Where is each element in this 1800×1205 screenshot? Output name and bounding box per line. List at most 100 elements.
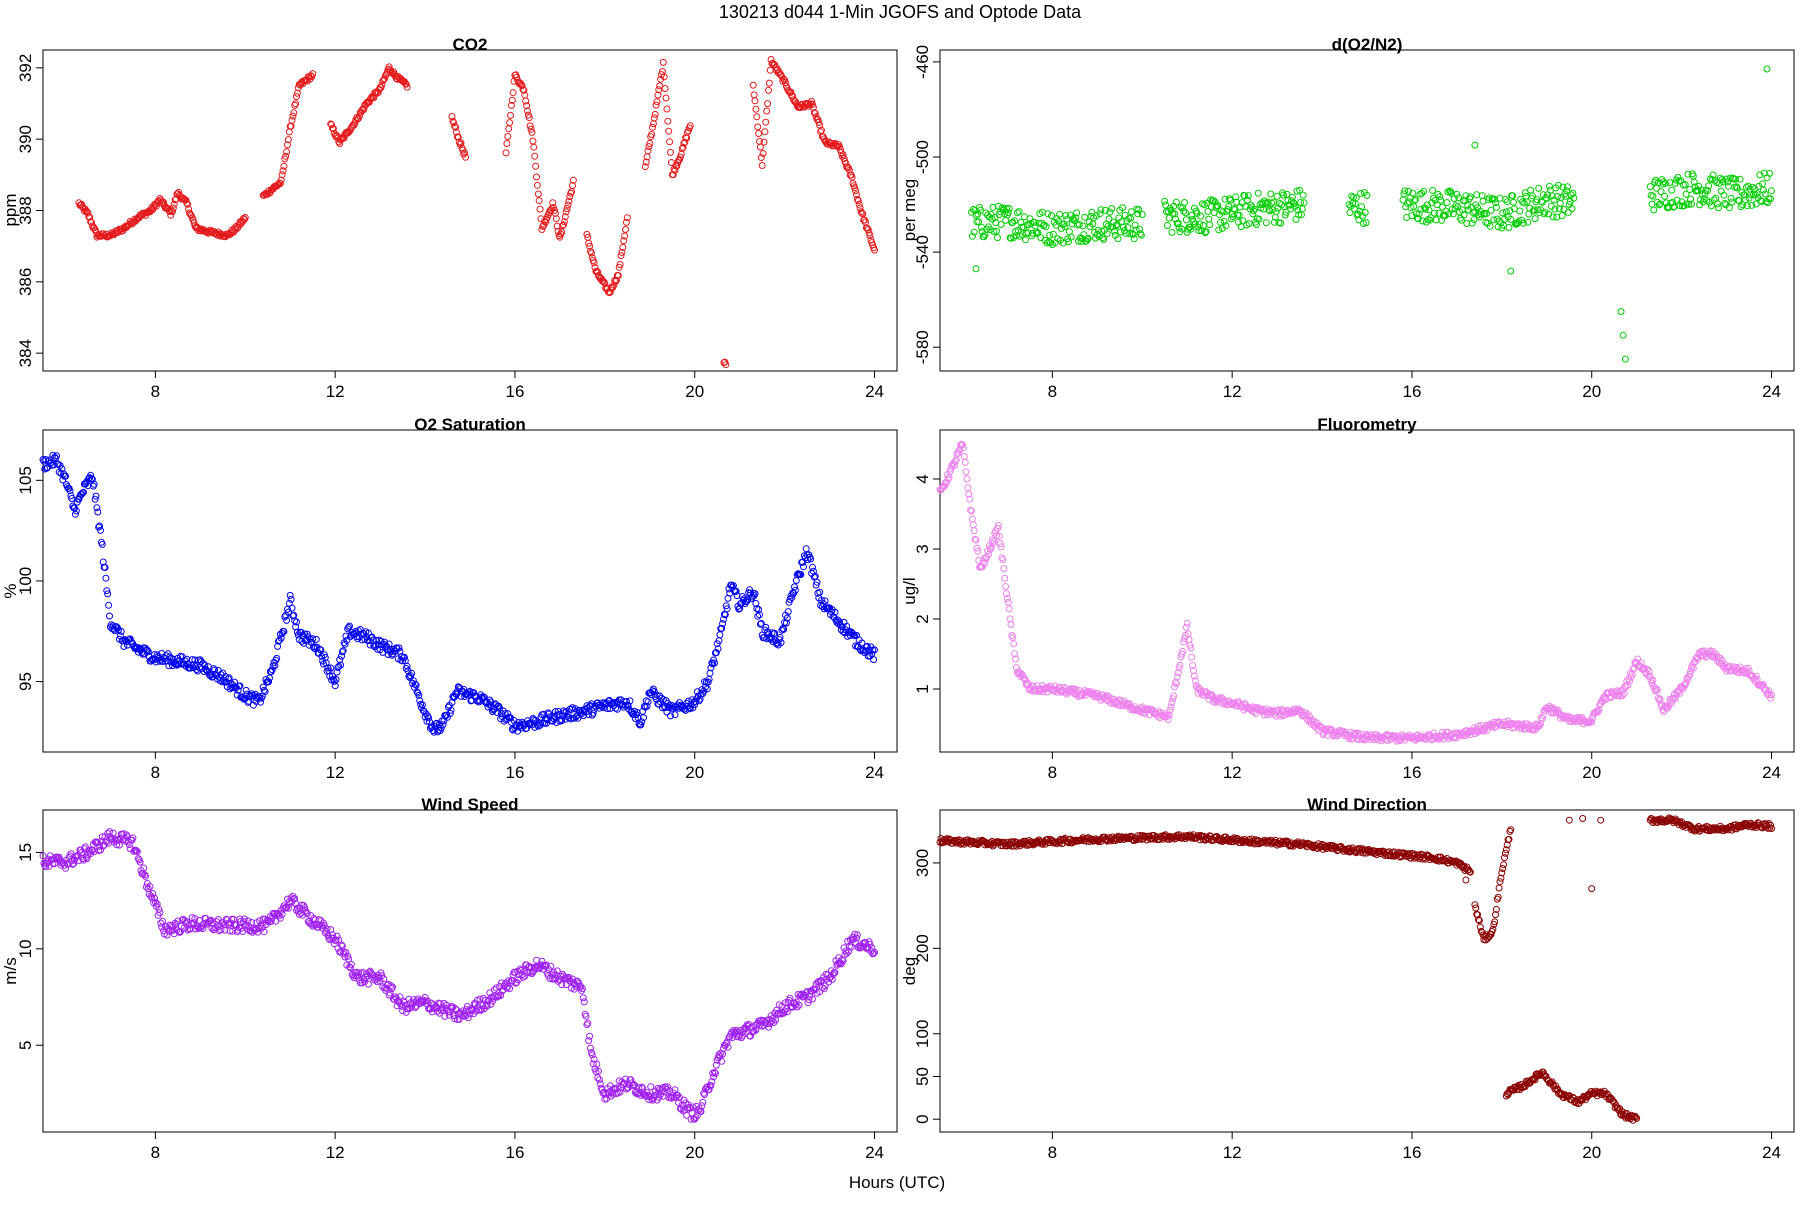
o2n2-x-tick-label: 16 bbox=[1402, 382, 1421, 401]
o2n2-data-point bbox=[1565, 184, 1571, 190]
fluor-y-tick-label: 3 bbox=[913, 544, 932, 553]
co2-data-point bbox=[762, 129, 768, 135]
o2n2-data-point bbox=[973, 266, 979, 272]
wspd-data-points bbox=[40, 829, 878, 1123]
fluor-data-point bbox=[964, 476, 970, 482]
co2-data-point bbox=[665, 118, 671, 124]
co2-data-point bbox=[284, 149, 290, 155]
co2-data-point bbox=[756, 131, 762, 137]
o2n2-data-point bbox=[1206, 216, 1212, 222]
co2-y-tick-label: 390 bbox=[16, 125, 35, 153]
o2n2-data-point bbox=[1182, 200, 1188, 206]
co2-x-tick-label: 12 bbox=[326, 382, 345, 401]
o2n2-data-point bbox=[1207, 222, 1213, 228]
o2sat-x-tick-label: 16 bbox=[505, 763, 524, 782]
o2n2-data-point bbox=[1300, 192, 1306, 198]
o2n2-data-points bbox=[969, 66, 1775, 362]
o2n2-data-point bbox=[1182, 210, 1188, 216]
co2-data-point bbox=[506, 126, 512, 132]
co2-data-point bbox=[752, 98, 758, 104]
o2n2-data-point bbox=[1506, 225, 1512, 231]
fluor-title: Fluorometry bbox=[1317, 415, 1417, 434]
o2sat-data-points bbox=[40, 452, 878, 735]
o2n2-data-point bbox=[1273, 209, 1279, 215]
wspd-y-tick-label: 15 bbox=[16, 843, 35, 862]
co2-data-point bbox=[666, 128, 672, 134]
co2-data-point bbox=[507, 120, 513, 126]
o2n2-y-tick-label: -460 bbox=[913, 45, 932, 79]
o2n2-x-tick-label: 24 bbox=[1762, 382, 1781, 401]
fluor-data-point bbox=[1010, 634, 1016, 640]
wdir-data-point bbox=[1496, 885, 1502, 891]
o2n2-data-point bbox=[1068, 234, 1074, 240]
co2-data-point bbox=[664, 106, 670, 112]
wspd-y-axis-label: m/s bbox=[1, 957, 20, 984]
o2n2-data-point bbox=[1716, 205, 1722, 211]
o2n2-y-tick-label: -540 bbox=[913, 235, 932, 269]
co2-y-tick-label: 384 bbox=[16, 339, 35, 367]
o2n2-data-point bbox=[1669, 187, 1675, 193]
o2sat-data-point bbox=[803, 546, 809, 552]
fluor-x-tick-label: 16 bbox=[1402, 763, 1421, 782]
co2-data-point bbox=[759, 163, 765, 169]
co2-data-point bbox=[667, 139, 673, 145]
o2n2-y-axis-label: per meg bbox=[900, 179, 919, 241]
wspd-title: Wind Speed bbox=[421, 795, 518, 814]
fluor-data-point bbox=[1006, 606, 1012, 612]
o2sat-data-point bbox=[107, 613, 113, 619]
o2n2-data-point bbox=[1109, 206, 1115, 212]
o2sat-data-point bbox=[717, 632, 723, 638]
o2n2-data-point bbox=[1725, 183, 1731, 189]
co2-data-point bbox=[504, 141, 510, 147]
o2n2-data-point bbox=[1508, 268, 1514, 274]
co2-data-point bbox=[289, 117, 295, 123]
wspd-data-point bbox=[587, 1033, 593, 1039]
co2-data-point bbox=[508, 112, 514, 118]
o2n2-data-point bbox=[1559, 213, 1565, 219]
wspd-y-tick-label: 10 bbox=[16, 939, 35, 958]
fluor-data-point bbox=[1005, 599, 1011, 605]
wdir-x-tick-label: 24 bbox=[1762, 1143, 1781, 1162]
fluor-data-point bbox=[1007, 616, 1013, 622]
o2n2-data-point bbox=[1255, 190, 1261, 196]
fluor-y-tick-label: 1 bbox=[913, 684, 932, 693]
o2sat-data-point bbox=[313, 636, 319, 642]
o2n2-data-point bbox=[1164, 223, 1170, 229]
co2-data-point bbox=[534, 174, 540, 180]
o2n2-data-point bbox=[1444, 200, 1450, 206]
co2-data-point bbox=[503, 150, 509, 156]
co2-y-tick-label: 392 bbox=[16, 54, 35, 82]
wdir-data-point bbox=[1501, 862, 1507, 868]
wdir-x-tick-label: 12 bbox=[1223, 1143, 1242, 1162]
co2-data-point bbox=[505, 134, 511, 140]
fluor-x-tick-label: 12 bbox=[1223, 763, 1242, 782]
co2-data-point bbox=[535, 191, 541, 197]
o2n2-data-point bbox=[1622, 356, 1628, 362]
o2n2-title: d(O2/N2) bbox=[1332, 35, 1403, 54]
co2-data-point bbox=[750, 82, 756, 88]
fluor-x-tick-label: 24 bbox=[1762, 763, 1781, 782]
o2sat-data-point bbox=[817, 589, 823, 595]
o2sat-y-tick-label: 100 bbox=[16, 567, 35, 595]
o2n2-data-point bbox=[1565, 209, 1571, 215]
co2-data-point bbox=[660, 59, 666, 65]
o2n2-data-point bbox=[1245, 193, 1251, 199]
o2sat-data-point bbox=[95, 509, 101, 515]
o2sat-data-point bbox=[103, 575, 109, 581]
co2-data-point bbox=[536, 198, 542, 204]
o2n2-x-tick-label: 12 bbox=[1223, 382, 1242, 401]
o2sat-data-point bbox=[99, 541, 105, 547]
o2n2-data-point bbox=[1082, 214, 1088, 220]
wdir-x-tick-label: 8 bbox=[1048, 1143, 1057, 1162]
wspd-x-tick-label: 20 bbox=[685, 1143, 704, 1162]
wdir-x-tick-label: 20 bbox=[1582, 1143, 1601, 1162]
o2n2-data-point bbox=[1047, 232, 1053, 238]
o2sat-x-tick-label: 8 bbox=[151, 763, 160, 782]
co2-data-point bbox=[754, 114, 760, 120]
o2n2-data-point bbox=[1301, 200, 1307, 206]
